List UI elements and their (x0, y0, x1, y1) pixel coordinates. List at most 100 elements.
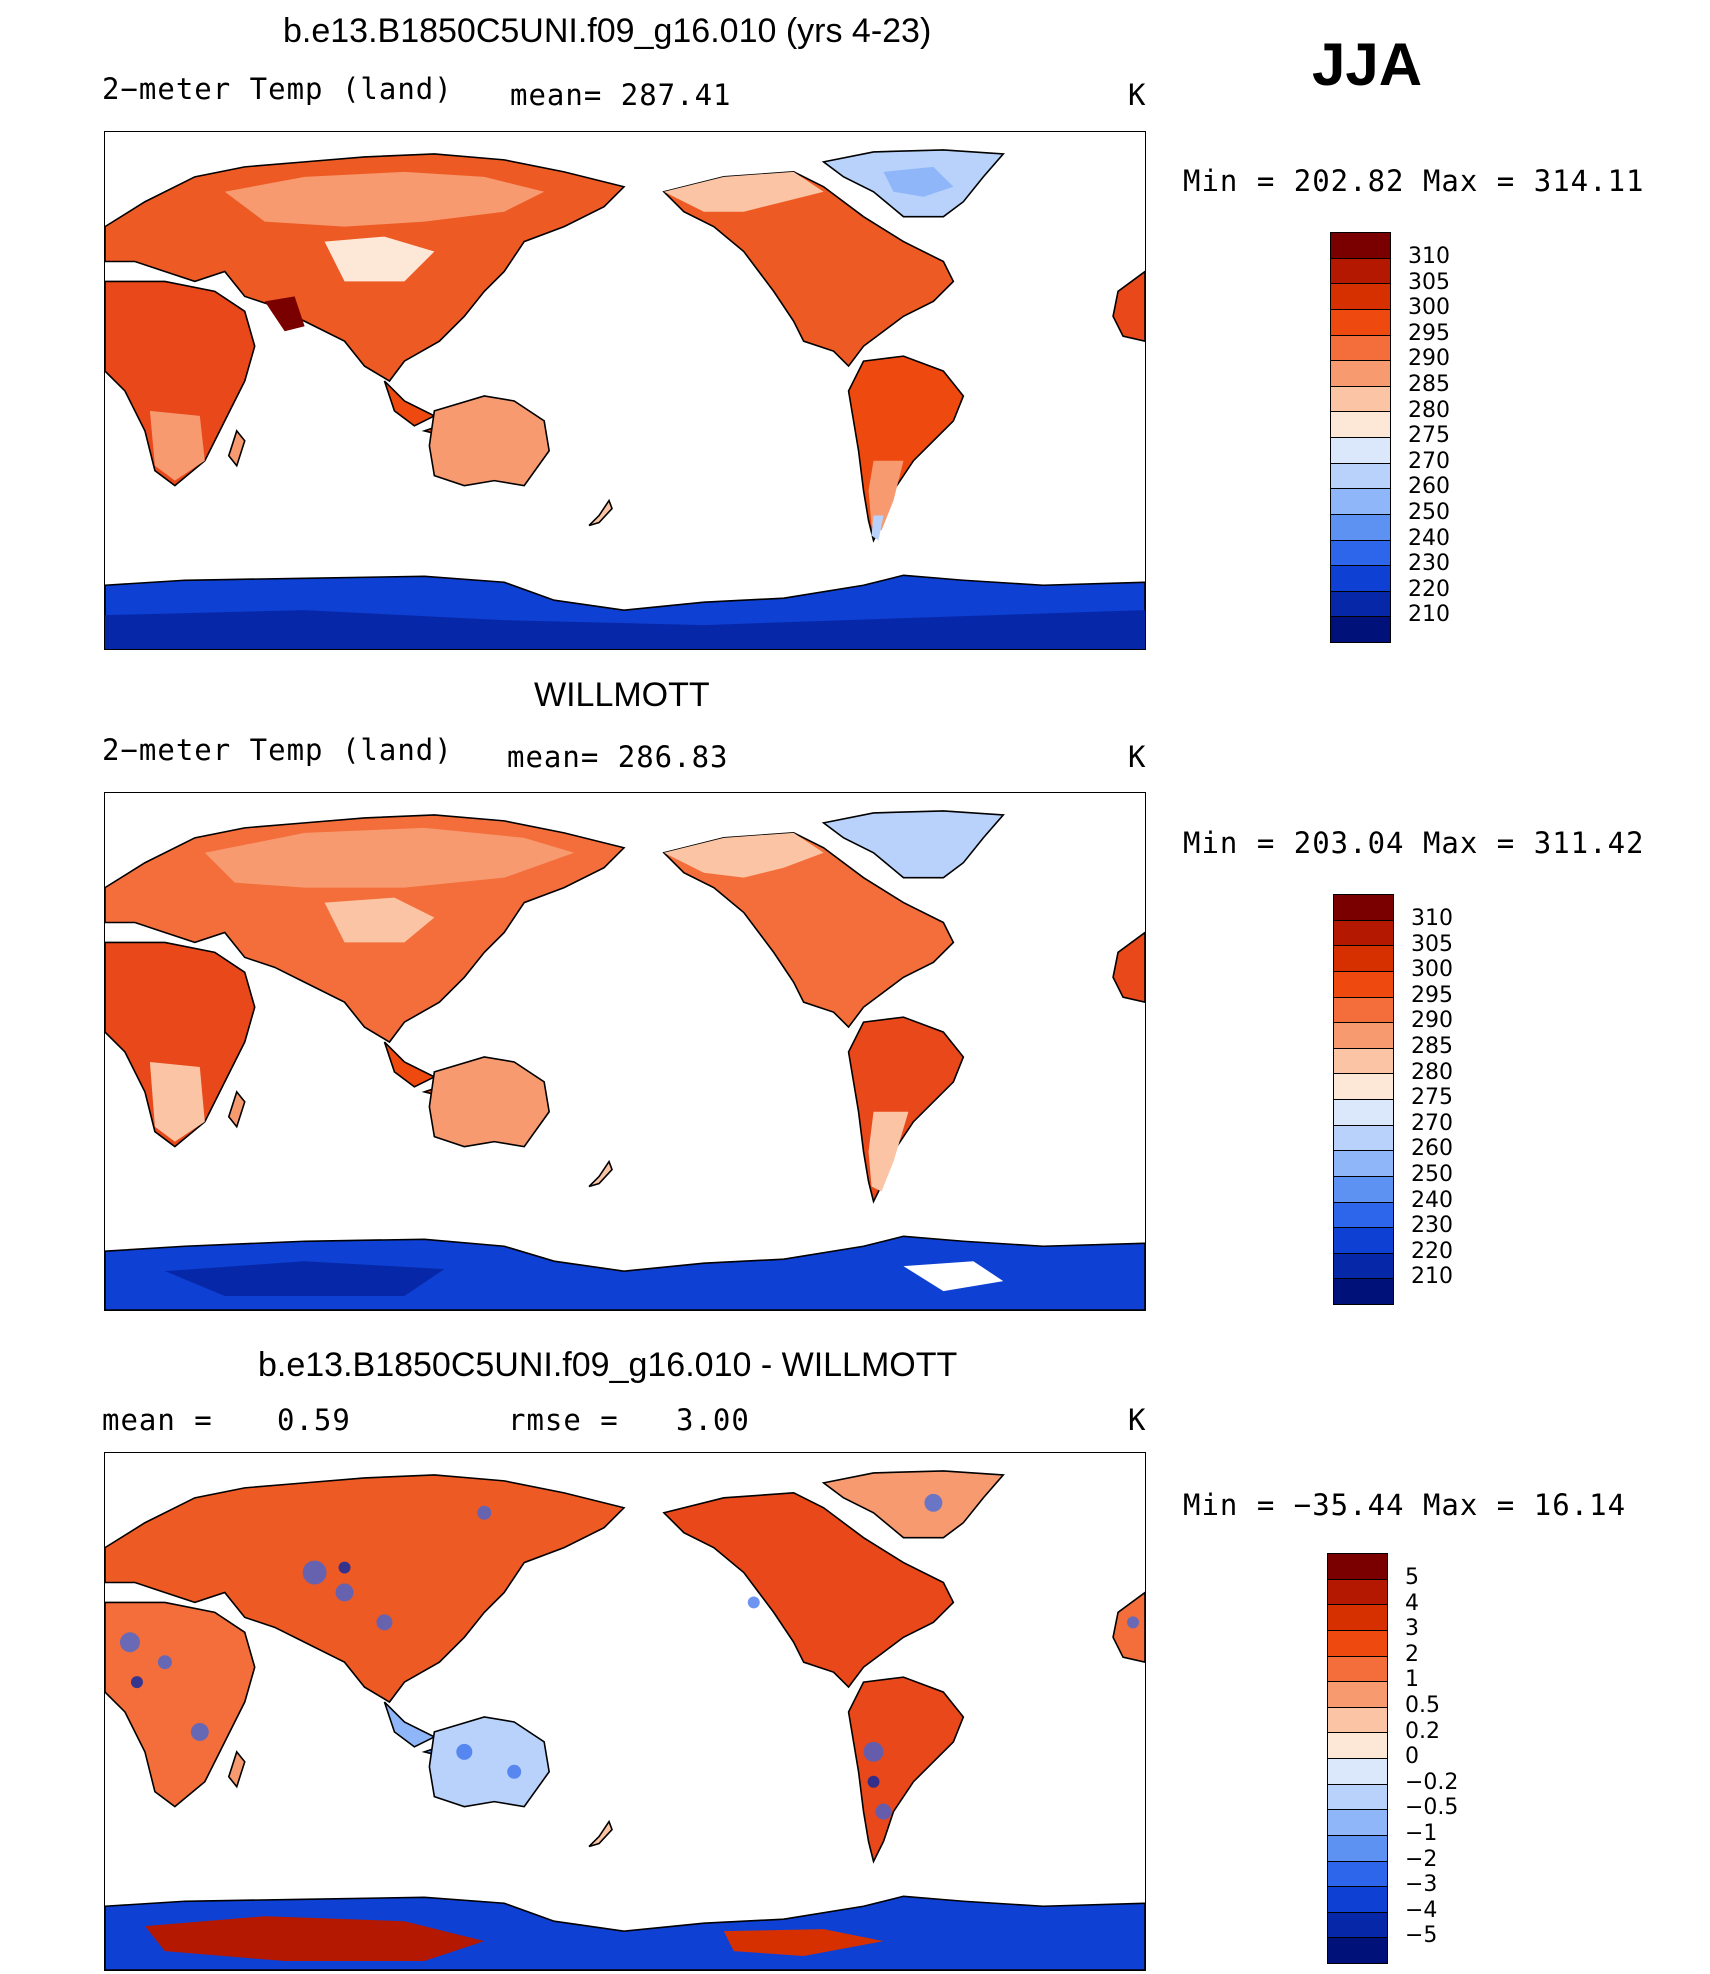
colorbar-tick-label: 210 (1411, 1264, 1453, 1290)
colorbar-tick-label: 290 (1411, 1008, 1453, 1034)
panel2-title: WILLMOTT (534, 676, 710, 714)
colorbar-tick-label: 250 (1411, 1162, 1453, 1187)
colorbar-tick-label: −2 (1405, 1846, 1438, 1872)
colorbar-tick-label: 4 (1405, 1590, 1419, 1616)
colorbar-swatch (1334, 1023, 1393, 1049)
colorbar-tick-label: 250 (1408, 500, 1450, 525)
colorbar-swatch (1331, 386, 1390, 413)
colorbar-swatch (1331, 566, 1390, 592)
colorbar-swatch (1328, 1861, 1387, 1888)
colorbar-swatch (1331, 361, 1390, 387)
colorbar-swatch (1328, 1554, 1387, 1580)
colorbar-tick-label: 310 (1408, 244, 1450, 269)
map-panel-observations (104, 792, 1146, 1311)
colorbar-swatch (1331, 233, 1390, 259)
colorbar-tick-label: 230 (1408, 551, 1450, 577)
panel3-title: b.e13.B1850C5UNI.f09_g16.010 - WILLMOTT (258, 1346, 958, 1384)
colorbar-swatch (1331, 438, 1390, 464)
panel3-mean-label: mean = (102, 1403, 213, 1437)
colorbar-swatch (1328, 1579, 1387, 1606)
colorbar-tick-label: 275 (1411, 1085, 1453, 1111)
map-panel-difference (104, 1452, 1146, 1971)
colorbar-tick-label: 270 (1408, 448, 1450, 474)
colorbar-swatch (1334, 1176, 1393, 1203)
panel3-minmax: Min = −35.44 Max = 16.14 (1183, 1488, 1627, 1522)
colorbar-tick-label: 295 (1408, 320, 1450, 346)
colorbar-swatch (1334, 971, 1393, 998)
colorbar-swatch (1328, 1656, 1387, 1683)
colorbar-swatch (1328, 1887, 1387, 1913)
colorbar-swatch (1331, 514, 1390, 541)
colorbar-swatch (1334, 1074, 1393, 1100)
colorbar-swatch (1331, 463, 1390, 490)
colorbar-swatch (1334, 1048, 1393, 1075)
colorbar-tick-label: 300 (1408, 295, 1450, 321)
colorbar-tick-label: 2 (1405, 1641, 1419, 1667)
colorbar-swatch (1328, 1938, 1387, 1963)
colorbar-tick-label: 310 (1411, 906, 1453, 931)
colorbar-tick-label: 220 (1408, 576, 1450, 602)
colorbar-swatch (1334, 1228, 1393, 1254)
colorbar-tick-label: 5 (1405, 1565, 1419, 1590)
colorbar-swatch (1328, 1630, 1387, 1657)
panel3-mean-value: 0.59 (277, 1403, 351, 1437)
panel3-rmse-value: 3.00 (676, 1403, 750, 1437)
difference-map (105, 1470, 1145, 1970)
colorbar-swatch (1334, 1279, 1393, 1304)
colorbar-swatch (1334, 1151, 1393, 1177)
colorbar-tick-label: 280 (1408, 397, 1450, 423)
colorbar-tick-label: 280 (1411, 1059, 1453, 1085)
colorbar-swatch (1328, 1682, 1387, 1708)
colorbar-swatch (1331, 284, 1390, 310)
colorbar-swatch (1331, 412, 1390, 438)
colorbar-swatch (1328, 1810, 1387, 1836)
colorbar-swatch (1334, 1100, 1393, 1126)
colorbar-tick-label: 240 (1411, 1187, 1453, 1213)
colorbar-difference (1327, 1553, 1388, 1964)
colorbar-tick-label: 0.5 (1405, 1693, 1440, 1718)
panel1-mean-label: mean= 287.41 (510, 78, 732, 112)
model-temperature-map (105, 149, 1145, 649)
colorbar-tick-label: −3 (1405, 1872, 1438, 1898)
colorbar-observations (1333, 894, 1394, 1305)
panel2-variable-label: 2−meter Temp (land) (102, 733, 453, 767)
colorbar-tick-label: 0 (1405, 1744, 1419, 1770)
colorbar-swatch (1334, 946, 1393, 972)
panel1-variable-label: 2−meter Temp (land) (102, 72, 453, 106)
colorbar-tick-label: 300 (1411, 957, 1453, 983)
panel3-units: K (1128, 1403, 1147, 1437)
colorbar-tick-label: 260 (1411, 1136, 1453, 1162)
colorbar-swatch (1328, 1912, 1387, 1939)
panel1-minmax: Min = 202.82 Max = 314.11 (1183, 164, 1645, 198)
colorbar-tick-label: −4 (1405, 1897, 1438, 1923)
colorbar-tick-label: −1 (1405, 1821, 1438, 1846)
colorbar-tick-label: 230 (1411, 1213, 1453, 1239)
colorbar-tick-label: 260 (1408, 474, 1450, 500)
colorbar-model (1330, 232, 1391, 643)
colorbar-swatch (1328, 1605, 1387, 1631)
colorbar-swatch (1334, 895, 1393, 921)
colorbar-swatch (1334, 1202, 1393, 1229)
colorbar-tick-label: 220 (1411, 1238, 1453, 1264)
panel2-mean-label: mean= 286.83 (507, 740, 729, 774)
panel1-units: K (1128, 78, 1147, 112)
colorbar-swatch (1328, 1733, 1387, 1759)
colorbar-swatch (1331, 540, 1390, 567)
colorbar-tick-label: 240 (1408, 525, 1450, 551)
colorbar-swatch (1334, 920, 1393, 947)
colorbar-swatch (1331, 309, 1390, 336)
colorbar-swatch (1328, 1707, 1387, 1734)
colorbar-swatch (1328, 1835, 1387, 1862)
colorbar-swatch (1331, 617, 1390, 642)
colorbar-swatch (1328, 1784, 1387, 1811)
panel1-title: b.e13.B1850C5UNI.f09_g16.010 (yrs 4-23) (283, 12, 932, 50)
colorbar-tick-label: −0.2 (1405, 1769, 1459, 1795)
colorbar-swatch (1331, 258, 1390, 285)
colorbar-swatch (1331, 335, 1390, 362)
season-label: JJA (1312, 31, 1423, 98)
colorbar-swatch (1334, 997, 1393, 1024)
colorbar-tick-label: −5 (1405, 1923, 1438, 1949)
colorbar-tick-label: 210 (1408, 602, 1450, 628)
panel2-units: K (1128, 740, 1147, 774)
colorbar-tick-label: 3 (1405, 1616, 1419, 1642)
